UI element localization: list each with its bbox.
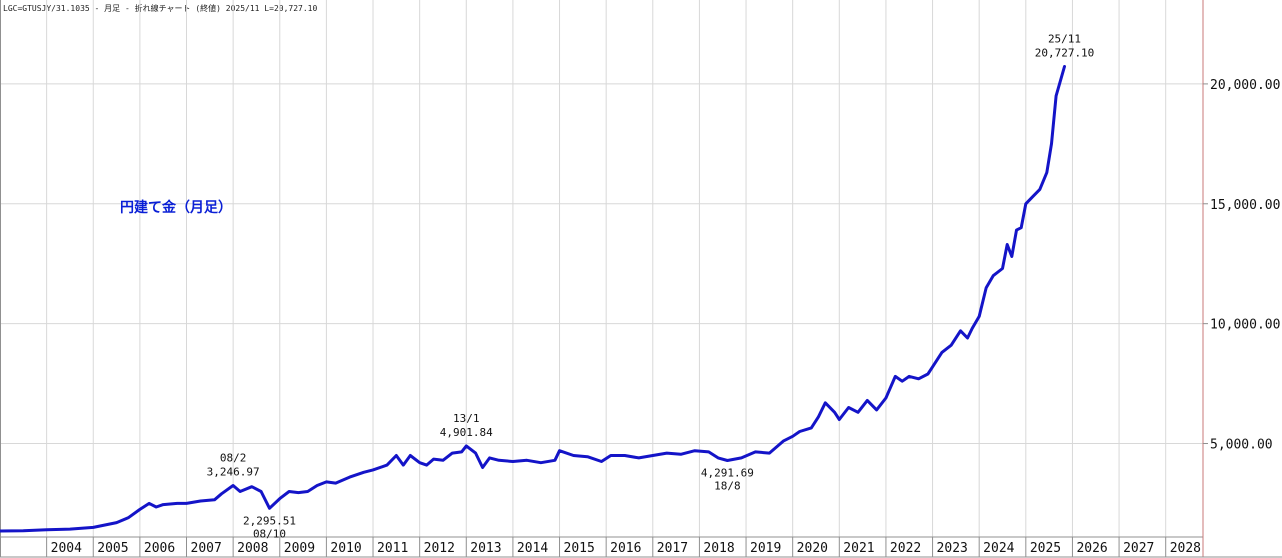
x-tick-label: 2015 <box>564 541 595 556</box>
chart-title: 円建て金（月足） <box>120 199 232 216</box>
x-tick-label: 2027 <box>1123 541 1154 556</box>
series-layer <box>0 65 1066 533</box>
x-tick-label: 2004 <box>51 541 82 556</box>
annotation-date: 18/8 <box>714 479 741 492</box>
x-tick-label: 2006 <box>144 541 175 556</box>
annotation-value: 2,295.51 <box>243 514 296 527</box>
annotation-value: 20,727.10 <box>1035 46 1095 59</box>
annotation-date: 25/11 <box>1048 32 1081 45</box>
x-tick-label: 2019 <box>750 541 781 556</box>
y-tick-label: 10,000.00 <box>1210 318 1280 333</box>
x-tick-label: 2010 <box>330 541 361 556</box>
x-tick-label: 2026 <box>1076 541 1107 556</box>
grid-lines <box>0 0 1203 537</box>
x-tick-label: 2025 <box>1030 541 1061 556</box>
x-tick-label: 2009 <box>284 541 315 556</box>
x-tick-label: 2011 <box>377 541 408 556</box>
x-axis: 2004 2005 2006 2007 2008 2009 2010 2011 2012 2013… <box>46 537 1201 557</box>
x-tick-label: 2020 <box>797 541 828 556</box>
x-tick-label: 2017 <box>657 541 688 556</box>
y-tick-label: 20,000.00 <box>1210 78 1280 93</box>
x-tick-label: 2021 <box>843 541 874 556</box>
y-axis: 5,000.00 10,000.00 15,000.00 20,000.00 <box>1203 78 1280 453</box>
x-tick-label: 2022 <box>890 541 921 556</box>
x-tick-label: 2023 <box>937 541 968 556</box>
x-tick-label: 2018 <box>703 541 734 556</box>
annotation-date: 08/10 <box>253 527 286 540</box>
x-tick-label: 2028 <box>1170 541 1201 556</box>
annotation-value: 4,291.69 <box>701 466 754 479</box>
y-tick-label: 5,000.00 <box>1210 438 1273 453</box>
annotation-value: 4,901.84 <box>440 426 493 439</box>
x-tick-label: 2016 <box>610 541 641 556</box>
annotation-value: 3,246.97 <box>207 466 260 479</box>
x-tick-label: 2008 <box>237 541 268 556</box>
x-tick-label: 2012 <box>424 541 455 556</box>
y-tick-label: 15,000.00 <box>1210 198 1280 213</box>
chart-header-info: LGC=GTUSJY/31.1035 - 月足 - 折れ線チャート (終値) 2… <box>3 3 317 13</box>
x-tick-label: 2024 <box>983 541 1014 556</box>
annotation-date: 13/1 <box>453 412 480 425</box>
x-tick-label: 2014 <box>517 541 548 556</box>
x-tick-label: 2013 <box>470 541 501 556</box>
x-tick-label: 2005 <box>97 541 128 556</box>
x-tick-label: 2007 <box>191 541 222 556</box>
series-line <box>0 65 1066 533</box>
annotation-date: 08/2 <box>220 452 247 465</box>
